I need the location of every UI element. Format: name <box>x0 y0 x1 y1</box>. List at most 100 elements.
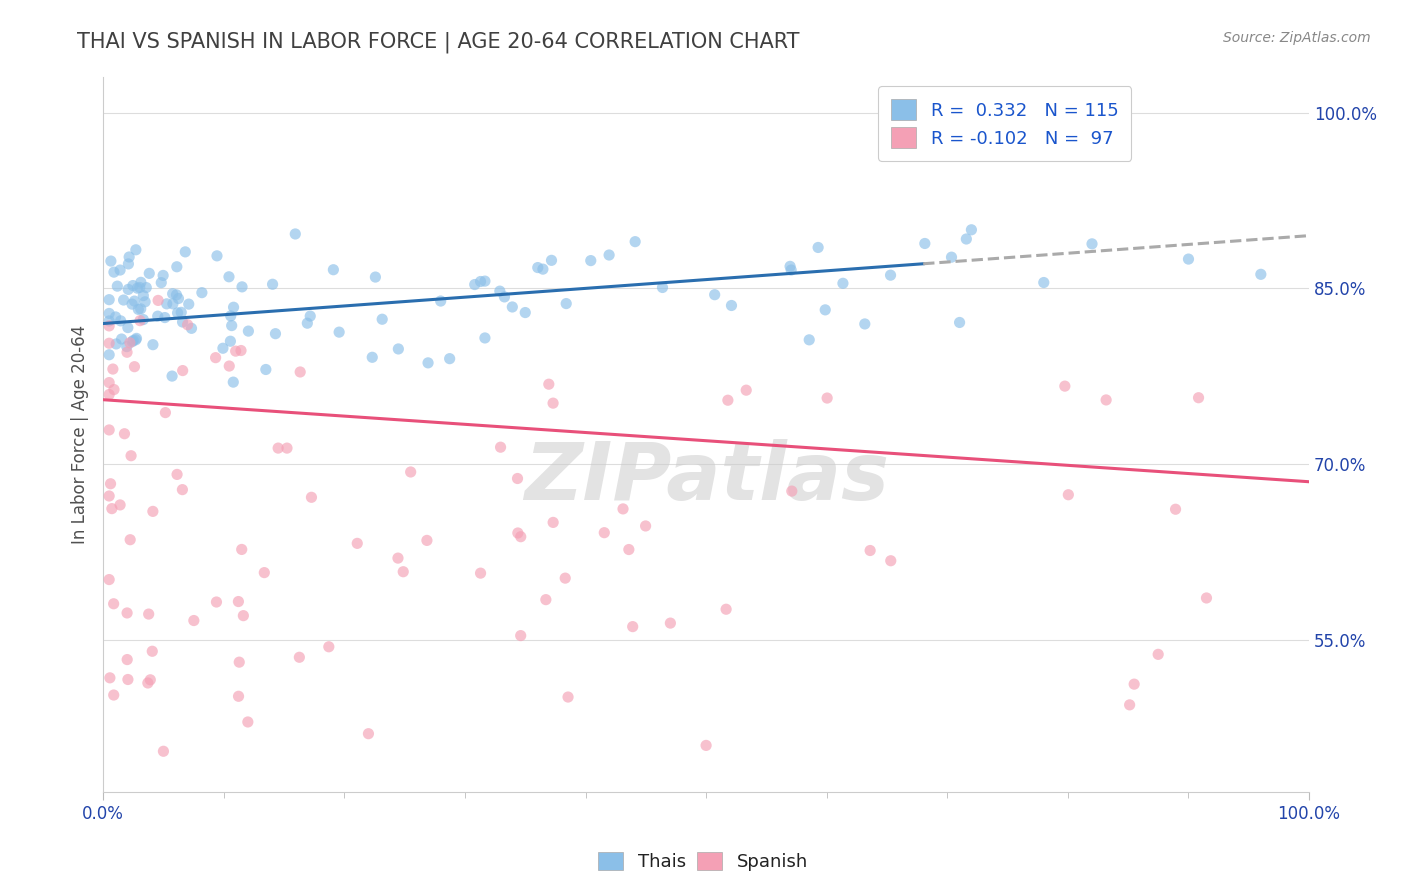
Point <box>122 334 145 348</box>
Point <box>941 250 963 264</box>
Point <box>1118 698 1140 712</box>
Point <box>219 334 242 349</box>
Point <box>489 284 512 298</box>
Point <box>219 309 242 323</box>
Point <box>232 608 254 623</box>
Point <box>555 296 578 310</box>
Point <box>506 471 529 485</box>
Point <box>914 236 936 251</box>
Point <box>162 286 184 301</box>
Point <box>146 309 169 323</box>
Point <box>554 571 576 585</box>
Point <box>103 265 125 279</box>
Point <box>225 344 247 359</box>
Point <box>105 337 128 351</box>
Point <box>156 297 179 311</box>
Point <box>129 276 152 290</box>
Point <box>489 440 512 454</box>
Point <box>129 313 152 327</box>
Legend: Thais, Spanish: Thais, Spanish <box>591 845 815 879</box>
Point <box>146 293 169 308</box>
Point <box>392 565 415 579</box>
Point <box>127 281 149 295</box>
Point <box>108 263 131 277</box>
Point <box>714 602 737 616</box>
Point <box>506 526 529 541</box>
Point <box>494 290 516 304</box>
Point <box>98 318 121 333</box>
Point <box>531 262 554 277</box>
Point <box>108 498 131 512</box>
Point <box>98 423 121 437</box>
Point <box>98 489 121 503</box>
Point <box>228 594 250 608</box>
Point <box>138 266 160 280</box>
Point <box>231 280 253 294</box>
Point <box>104 310 127 324</box>
Point <box>612 502 634 516</box>
Point <box>221 318 243 333</box>
Point <box>103 383 125 397</box>
Point <box>205 595 228 609</box>
Point <box>832 277 855 291</box>
Point <box>470 275 492 289</box>
Point <box>299 309 322 323</box>
Point <box>735 383 758 397</box>
Point <box>695 739 717 753</box>
Point <box>150 276 173 290</box>
Point <box>541 396 564 410</box>
Point <box>218 269 240 284</box>
Point <box>172 315 194 329</box>
Point <box>166 467 188 482</box>
Point <box>172 363 194 377</box>
Point <box>254 362 277 376</box>
Point <box>659 616 682 631</box>
Point <box>170 305 193 319</box>
Point <box>955 232 977 246</box>
Point <box>301 491 323 505</box>
Point <box>115 340 138 354</box>
Point <box>183 614 205 628</box>
Point <box>509 629 531 643</box>
Point <box>780 484 803 499</box>
Point <box>127 302 149 317</box>
Point <box>262 277 284 292</box>
Point <box>807 240 830 254</box>
Point <box>253 566 276 580</box>
Point <box>1147 648 1170 662</box>
Point <box>879 268 901 282</box>
Point <box>880 554 903 568</box>
Point <box>318 640 340 654</box>
Point <box>117 673 139 687</box>
Point <box>204 351 226 365</box>
Point <box>121 334 143 349</box>
Point <box>101 501 124 516</box>
Point <box>205 249 228 263</box>
Point <box>118 335 141 350</box>
Point <box>501 300 523 314</box>
Point <box>142 504 165 518</box>
Point <box>98 573 121 587</box>
Point <box>624 235 647 249</box>
Point <box>98 336 121 351</box>
Point <box>155 406 177 420</box>
Point <box>136 676 159 690</box>
Point <box>222 300 245 314</box>
Point <box>621 619 644 633</box>
Point <box>593 525 616 540</box>
Point <box>105 279 128 293</box>
Point <box>125 331 148 345</box>
Point <box>509 530 531 544</box>
Point <box>125 243 148 257</box>
Point <box>115 345 138 359</box>
Point <box>162 297 184 311</box>
Point <box>264 326 287 341</box>
Point <box>152 268 174 283</box>
Point <box>128 280 150 294</box>
Point <box>284 227 307 241</box>
Point <box>110 314 132 328</box>
Point <box>142 337 165 351</box>
Point <box>103 597 125 611</box>
Point <box>1057 488 1080 502</box>
Point <box>117 282 139 296</box>
